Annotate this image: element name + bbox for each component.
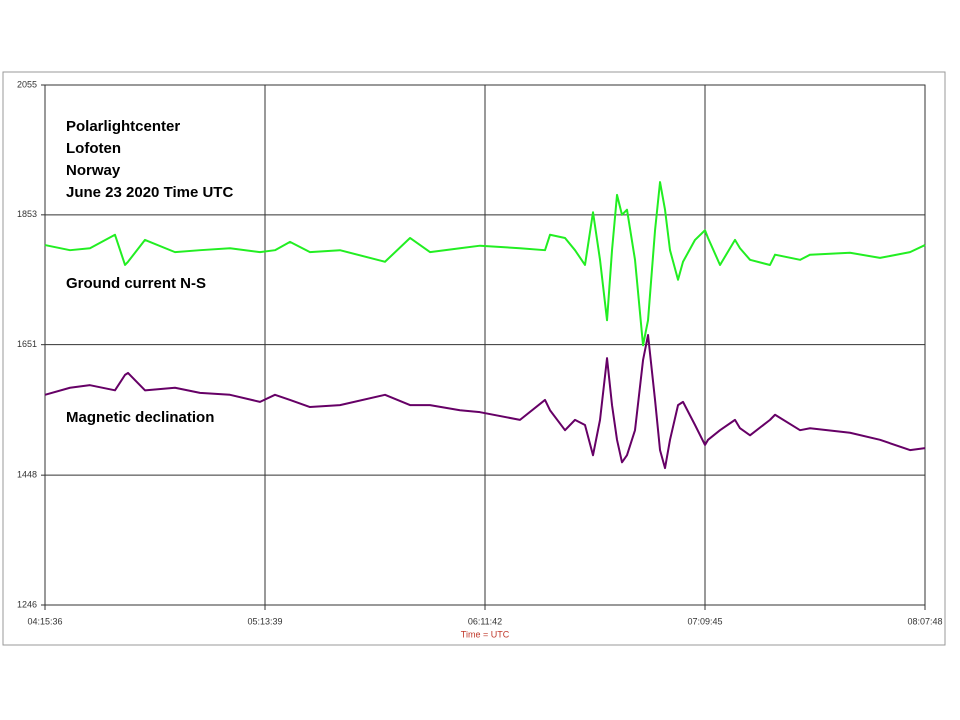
annotation: Lofoten — [66, 140, 121, 157]
y-tick-label: 2055 — [17, 79, 37, 89]
x-tick-label: 06:11:42 — [468, 616, 502, 626]
y-tick-label: 1853 — [17, 209, 37, 219]
annotation: Norway — [66, 162, 121, 179]
annotation: Ground current N-S — [66, 275, 206, 292]
x-tick-label: 08:07:48 — [907, 616, 942, 626]
y-tick-label: 1448 — [17, 470, 37, 480]
x-axis-label: Time = UTC — [461, 629, 510, 639]
annotation: June 23 2020 Time UTC — [66, 184, 233, 201]
x-tick-label: 05:13:39 — [247, 616, 282, 626]
y-tick-label: 1651 — [17, 339, 37, 349]
x-tick-label: 04:15:36 — [27, 616, 62, 626]
y-tick-label: 1246 — [17, 599, 37, 609]
annotation: Magnetic declination — [66, 409, 214, 426]
data-line — [44, 334, 926, 470]
annotation: Polarlightcenter — [66, 118, 180, 135]
data-line — [44, 181, 926, 347]
x-tick-label: 07:09:45 — [687, 616, 722, 626]
